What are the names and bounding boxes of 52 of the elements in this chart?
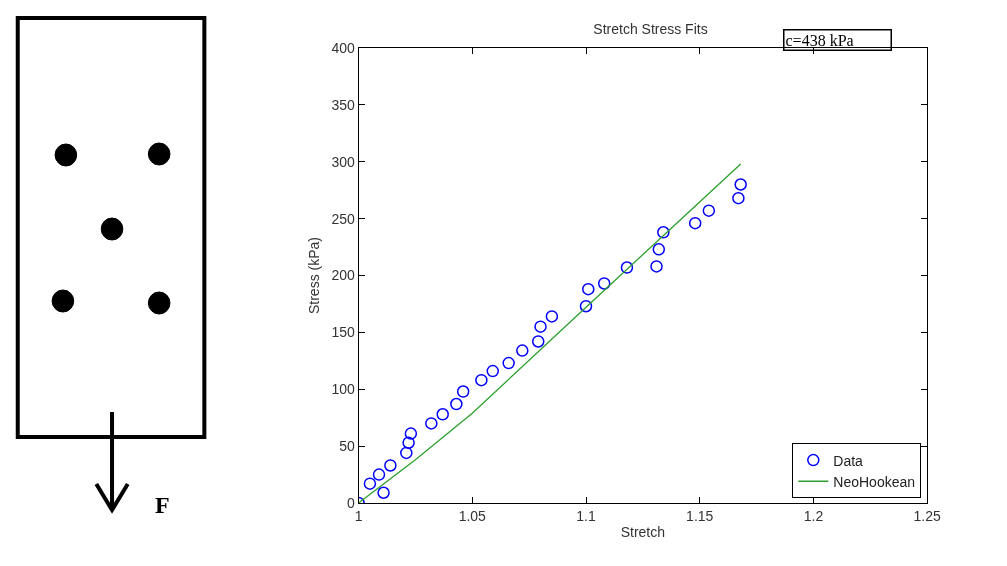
y-tick-label: 150 [331,324,355,341]
point [475,373,488,387]
point [688,216,702,230]
point [652,243,666,256]
point [384,459,397,472]
point [502,356,515,370]
y-tick-label: 400 [331,39,355,56]
point [516,344,529,357]
point [436,408,449,421]
line-series [358,163,742,503]
point [486,364,499,378]
point [363,477,377,490]
y-tick-label: 0 [346,494,355,511]
point [456,385,470,398]
point [579,299,593,313]
point [400,446,413,460]
x-tick-label: 1.2 [803,507,824,524]
point [404,427,418,440]
point [702,204,716,217]
chart-title: Stretch Stress Fits [593,20,708,37]
x-tick-label: 1.25 [913,507,942,524]
x-tick-label: 1 [354,507,363,524]
point [582,282,595,296]
point [372,468,386,481]
point [732,191,745,205]
y-tick-label: 50 [339,438,355,455]
point [545,310,559,323]
annotation: c=438 kPa [785,31,854,49]
legend-label: Data [833,452,864,469]
text: F [155,492,170,518]
point [531,335,545,348]
point [620,261,634,274]
y-tick-label: 250 [331,210,355,227]
x-axis-title: Stretch [620,524,666,541]
point [450,397,463,411]
y-tick-label: 300 [331,153,355,170]
point [534,320,547,333]
point [650,260,663,273]
legend-label: NeoHookean [833,473,916,490]
y-tick-label: 100 [331,381,355,398]
point [402,436,415,449]
y-axis-title: Stress (kPa) [305,236,322,315]
point [425,417,438,430]
x-tick-label: 1.1 [576,507,596,524]
point [657,226,670,239]
point [377,486,390,500]
y-tick-label: 350 [331,96,355,113]
point [597,277,611,290]
x-tick-label: 1.05 [458,507,487,524]
point [734,178,747,191]
y-tick-label: 200 [331,267,355,284]
x-tick-label: 1.15 [686,507,714,524]
